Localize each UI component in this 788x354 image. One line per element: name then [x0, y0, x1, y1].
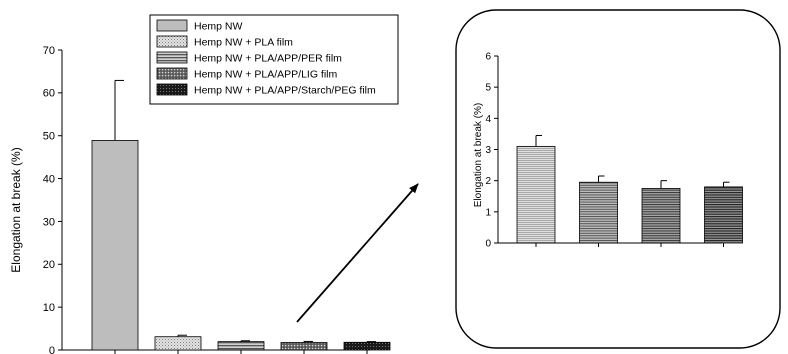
- legend-label: Hemp NW: [194, 21, 243, 33]
- main-plot: 0 10 20 30 40 50 60 70 Elongation at break (%): [9, 45, 391, 354]
- legend-swatch: [156, 19, 188, 32]
- legend-swatch: [156, 35, 188, 48]
- main-y-tick-label: 50: [43, 131, 55, 143]
- main-y-ticks: 0 10 20 30 40 50 60 70: [43, 45, 62, 354]
- inset-bar: [641, 188, 681, 244]
- main-y-tick-label: 0: [49, 345, 55, 354]
- legend-label: Hemp NW + PLA film: [194, 37, 293, 49]
- inset-bar: [579, 181, 618, 244]
- legend-swatch: [156, 67, 188, 80]
- main-y-tick-label: 20: [43, 259, 55, 271]
- main-bar: [343, 341, 391, 351]
- main-bar: [91, 140, 139, 351]
- inset-y-tick-label: 2: [485, 176, 491, 187]
- inset-y-tick-label: 0: [485, 239, 491, 250]
- inset-y-tick-label: 5: [485, 83, 491, 94]
- inset-y-ticks: 0 1 2 3 4 5 6: [485, 52, 498, 250]
- inset-y-tick-label: 1: [485, 207, 491, 218]
- inset-y-tick-label: 6: [485, 52, 491, 63]
- legend: Hemp NW Hemp NW + PLA film Hemp NW + PLA/A…: [149, 14, 399, 105]
- inset-y-tick-label: 3: [485, 145, 491, 156]
- main-y-tick-label: 40: [43, 173, 55, 185]
- legend-label: Hemp NW + PLA/APP/LIG film: [194, 69, 338, 81]
- legend-box: [149, 14, 399, 105]
- inset-bar: [704, 186, 743, 244]
- main-y-tick-label: 60: [43, 88, 55, 100]
- main-y-tick-label: 10: [43, 302, 55, 314]
- inset-bar: [516, 145, 556, 244]
- main-bar: [154, 336, 202, 351]
- inset-y-axis-label: Elongation at break (%): [473, 103, 484, 208]
- legend-swatch: [156, 51, 188, 64]
- main-y-tick-label: 30: [43, 216, 55, 228]
- zoom-arrow: [296, 183, 419, 323]
- inset-y-tick-label: 4: [485, 114, 491, 125]
- main-y-tick-label: 70: [43, 45, 55, 57]
- main-bars: [91, 79, 391, 354]
- inset-frame: [455, 9, 781, 349]
- inset-panel: 0 1 2 3 4 5 6 Elongation at break (%): [455, 9, 781, 349]
- legend-label: Hemp NW + PLA/APP/Starch/PEG film: [194, 85, 376, 97]
- inset-bars: [516, 134, 743, 247]
- main-y-axis-label: Elongation at break (%): [9, 147, 23, 272]
- legend-swatch: [156, 83, 188, 96]
- main-bar: [280, 342, 328, 351]
- main-bar: [217, 341, 265, 351]
- legend-label: Hemp NW + PLA/APP/PER film: [194, 53, 342, 65]
